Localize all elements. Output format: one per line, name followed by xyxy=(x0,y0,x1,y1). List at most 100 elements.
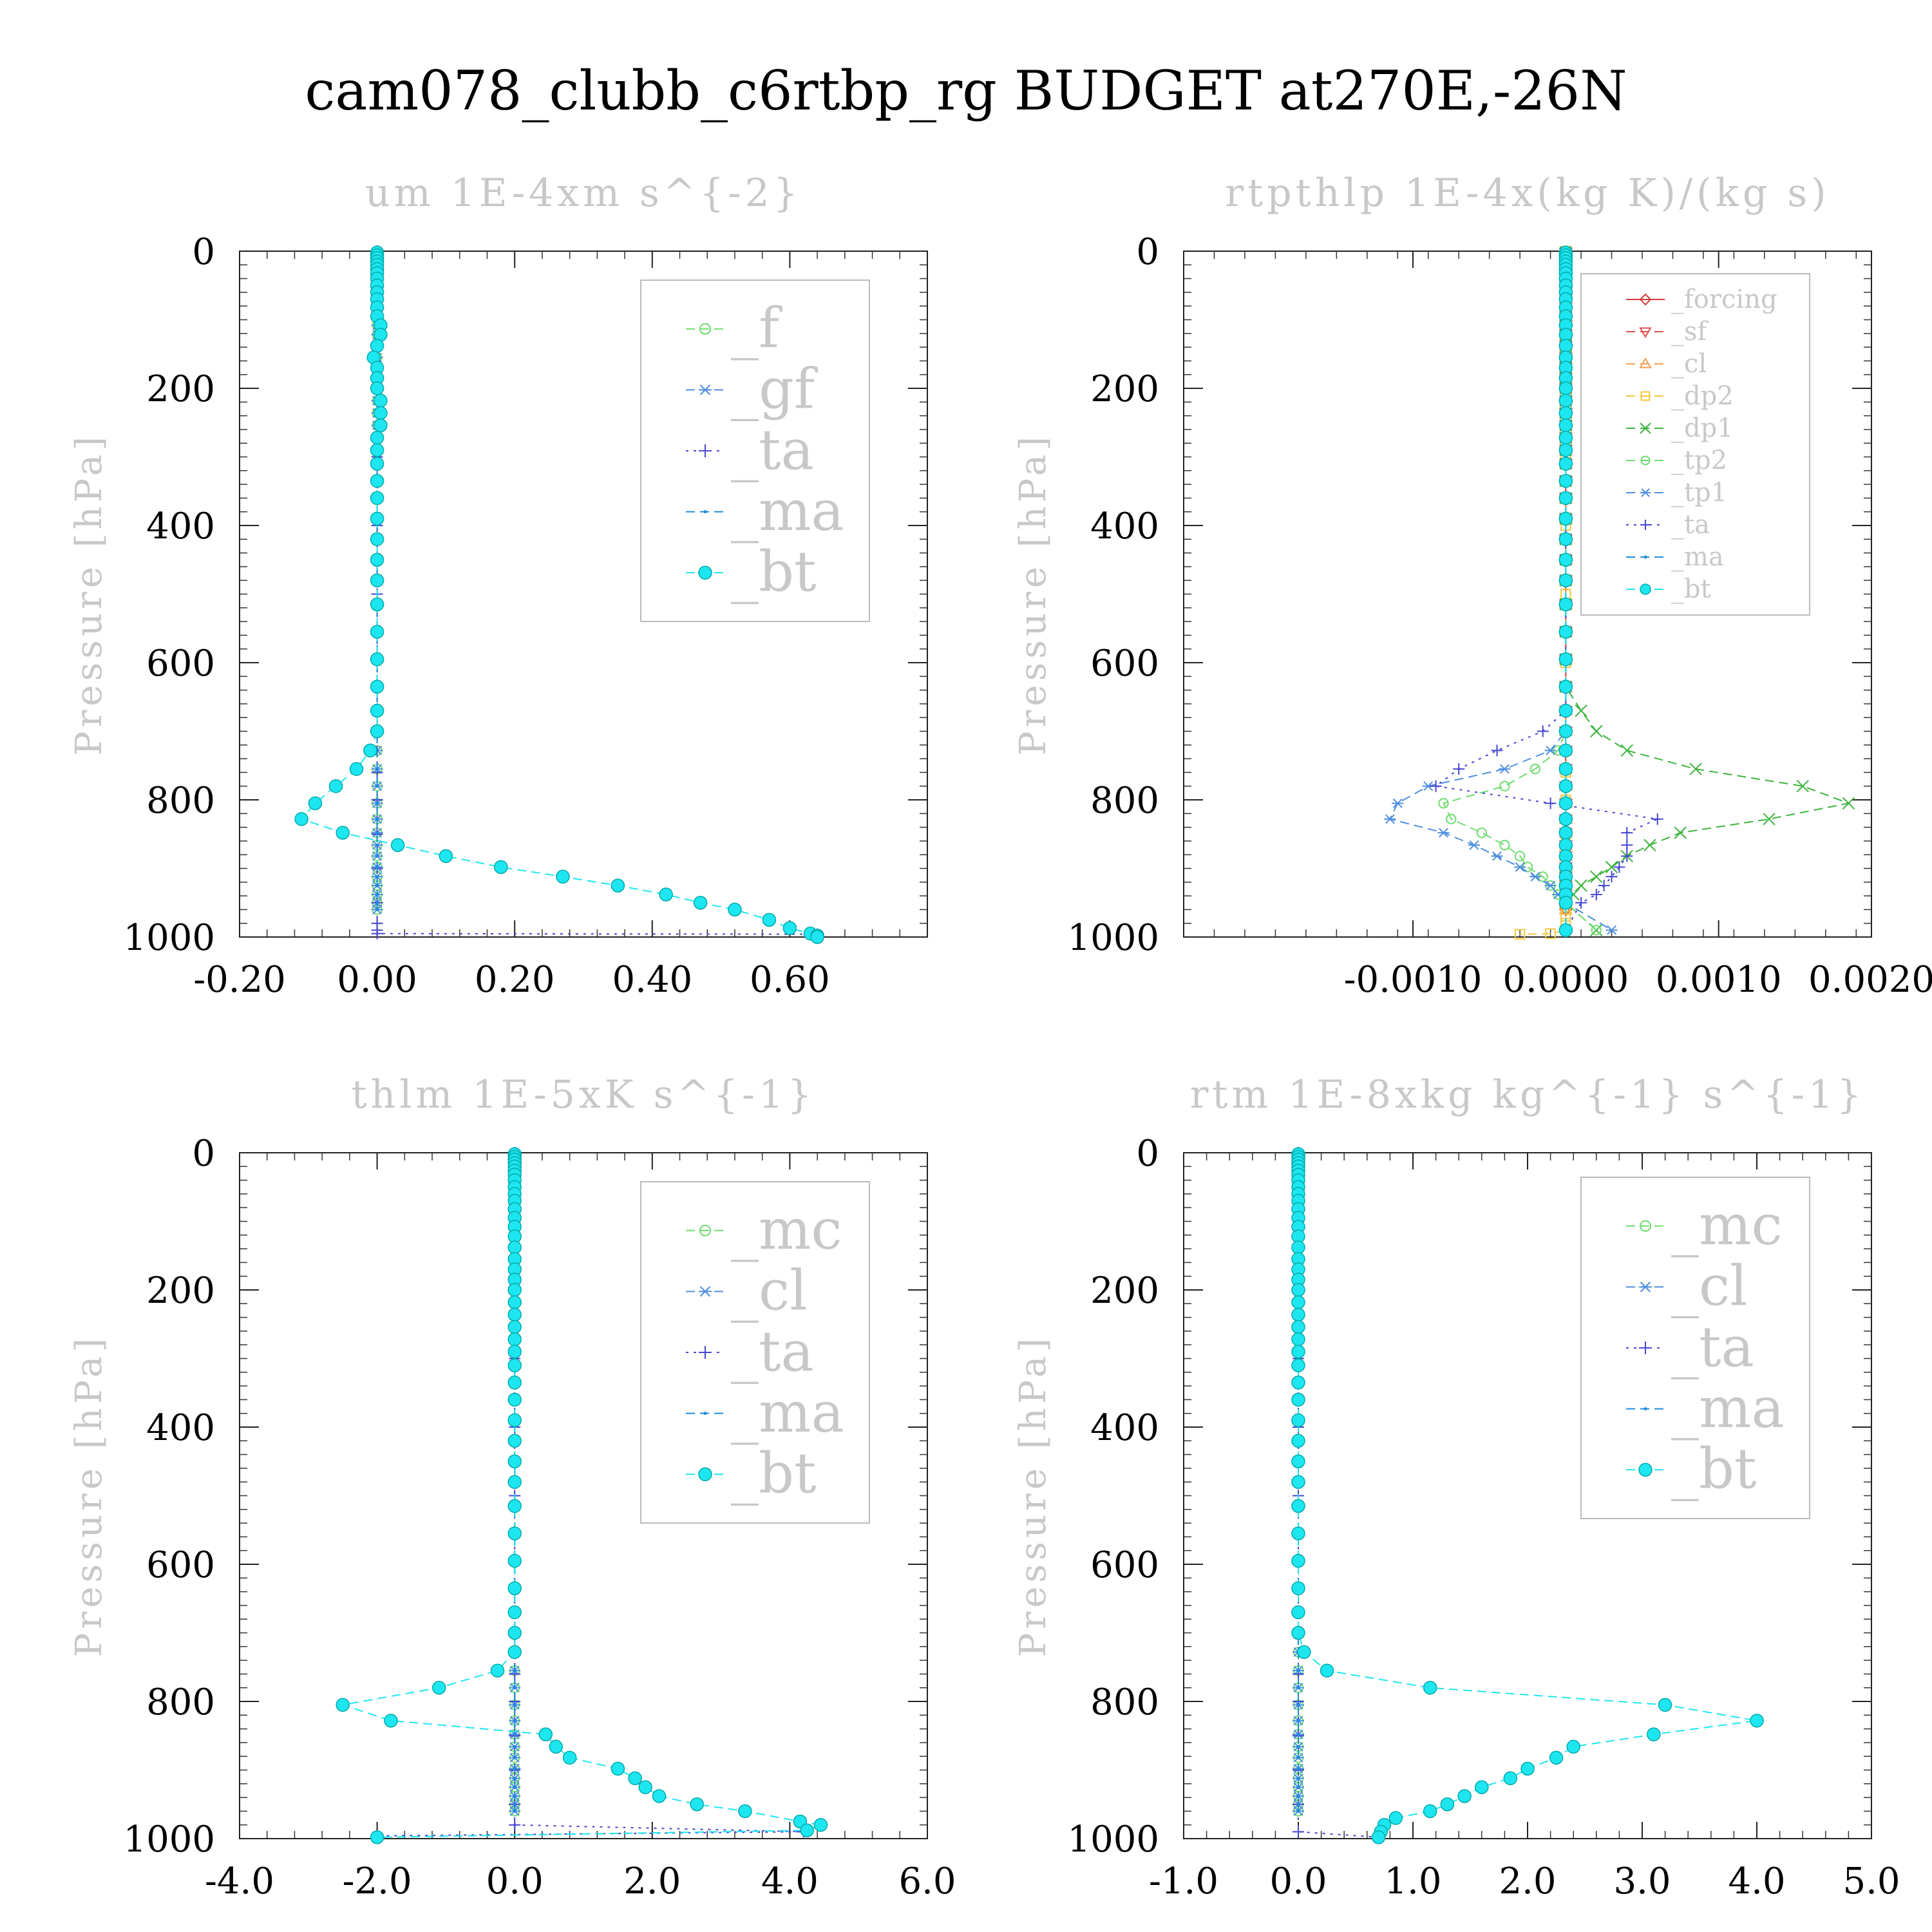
data-point-bt xyxy=(611,878,625,893)
data-point-bt xyxy=(1423,1804,1437,1819)
data-point-bt xyxy=(1558,779,1573,793)
data-point-dp1 xyxy=(1763,813,1776,826)
data-point-bt xyxy=(1291,1605,1305,1620)
data-point-ma xyxy=(1296,1766,1300,1770)
x-tick-label: -2.0 xyxy=(343,1861,412,1902)
data-point-bt xyxy=(611,1761,625,1776)
legend-label-gf: _gf xyxy=(731,357,818,422)
x-tick-label: 3.0 xyxy=(1613,1861,1671,1902)
y-tick-label: 600 xyxy=(146,1544,215,1586)
data-point-bt xyxy=(1558,796,1573,811)
data-point-bt xyxy=(549,1739,564,1754)
y-tick-label: 0 xyxy=(1136,231,1159,273)
x-tick-label: -1.0 xyxy=(1149,1861,1218,1902)
data-point-bt xyxy=(1291,1454,1305,1468)
data-point-bt xyxy=(1297,1645,1311,1660)
legend-label-cl: _cl xyxy=(1671,349,1707,379)
data-point-bt xyxy=(370,679,384,694)
data-point-dp1 xyxy=(1620,744,1633,757)
data-point-ta xyxy=(1544,797,1557,810)
legend-label-ma: _ma xyxy=(731,1381,844,1445)
data-point-bt xyxy=(1291,1240,1305,1255)
data-point-bt xyxy=(1558,652,1573,667)
data-point-bt xyxy=(1658,1698,1672,1712)
legend-label-mc: _mc xyxy=(731,1198,842,1262)
data-point-bt xyxy=(1558,597,1573,612)
data-point-bt xyxy=(1558,430,1573,445)
data-point-ma xyxy=(375,817,379,821)
data-point-bt xyxy=(690,1797,704,1812)
data-point-bt xyxy=(1558,743,1573,758)
panels: um 1E-4xm s^{-2}Pressure [hPa]-0.20 0.00 0… xyxy=(68,171,1932,1902)
figure-title: cam078_clubb_c6rtbp_rg BUDGET at270E,-26… xyxy=(305,59,1627,122)
data-point-bt xyxy=(1558,511,1573,526)
data-point-bt xyxy=(1520,1761,1535,1776)
legend-marker-bt xyxy=(1638,1463,1653,1477)
data-point-ma xyxy=(375,901,379,905)
data-point-ma xyxy=(513,1703,516,1707)
data-point-ma xyxy=(1296,1686,1300,1690)
data-point-bt xyxy=(1558,553,1573,567)
legend-box xyxy=(1580,273,1810,616)
x-tick-label: 0.0 xyxy=(1269,1861,1327,1902)
data-point-bt xyxy=(762,913,777,927)
data-point-tp2 xyxy=(1591,925,1602,936)
data-point-bt xyxy=(507,1283,522,1297)
panel-3: thlm 1E-5xK s^{-1} Pressure [hPa] -4.0 -2.0… xyxy=(68,1072,956,1902)
data-point-bt xyxy=(507,1645,522,1660)
data-point-bt xyxy=(370,597,384,612)
series-group xyxy=(336,1147,828,1844)
data-point-tp1 xyxy=(1437,828,1450,838)
data-point-bt xyxy=(728,902,742,917)
y-axis-label: Pressure [hPa] xyxy=(68,1334,110,1657)
legend-marker-tp1 xyxy=(1640,488,1651,497)
data-point-ta xyxy=(1453,763,1465,775)
data-point-bt xyxy=(507,1320,522,1334)
data-point-dp1 xyxy=(1796,779,1809,793)
legend-box xyxy=(640,279,870,622)
data-point-bt xyxy=(1457,1789,1472,1803)
data-point-bt xyxy=(1503,1771,1518,1786)
data-point-bt xyxy=(390,838,405,853)
data-point-ma xyxy=(513,1776,516,1780)
data-point-bt xyxy=(370,474,384,488)
data-point-ta xyxy=(1621,850,1633,862)
legend-label-dp2: _dp2 xyxy=(1671,381,1734,411)
series-line-ta xyxy=(1434,252,1660,931)
data-point-tp1 xyxy=(1499,764,1511,774)
data-point-ma xyxy=(513,1732,516,1736)
data-point-bt xyxy=(370,652,384,667)
data-point-dp2 xyxy=(1545,928,1556,939)
data-point-bt xyxy=(507,1475,522,1489)
data-point-bt xyxy=(1291,1283,1305,1297)
legend: _mc_cl_ta_ma_bt xyxy=(640,1181,870,1524)
data-point-bt xyxy=(507,1454,522,1468)
y-axis-label: Pressure [hPa] xyxy=(1012,433,1054,755)
data-point-bt xyxy=(1291,1358,1305,1372)
data-point-bt xyxy=(693,896,708,910)
y-tick-label: 1000 xyxy=(123,1819,215,1861)
data-point-tp2 xyxy=(1438,798,1449,809)
legend-box xyxy=(1580,1177,1810,1519)
plot-frame xyxy=(239,1152,928,1839)
data-point-dp1 xyxy=(1689,762,1702,775)
data-point-bt xyxy=(507,1307,522,1322)
data-point-bt xyxy=(507,1295,522,1309)
legend-marker-ma xyxy=(703,510,707,514)
data-point-bt xyxy=(370,573,384,587)
data-point-bt xyxy=(370,703,384,718)
x-tick-label: 0.60 xyxy=(750,959,830,1001)
panel-4: rtm 1E-8xkg kg^{-1} s^{-1} Pressure [hPa]… xyxy=(1012,1072,1900,1902)
legend-marker-mc xyxy=(699,1224,711,1236)
data-point-bt xyxy=(370,532,384,547)
data-point-bt xyxy=(1558,573,1573,587)
series-markers-bt xyxy=(294,245,824,944)
data-point-bt xyxy=(374,418,388,433)
legend-label-ma: _ma xyxy=(1671,1376,1785,1441)
data-point-bt xyxy=(1558,896,1573,910)
data-point-ma xyxy=(1296,1756,1300,1759)
x-tick-label: 4.0 xyxy=(1728,1861,1785,1902)
data-point-bt xyxy=(374,393,388,408)
data-point-bt xyxy=(813,1817,828,1832)
